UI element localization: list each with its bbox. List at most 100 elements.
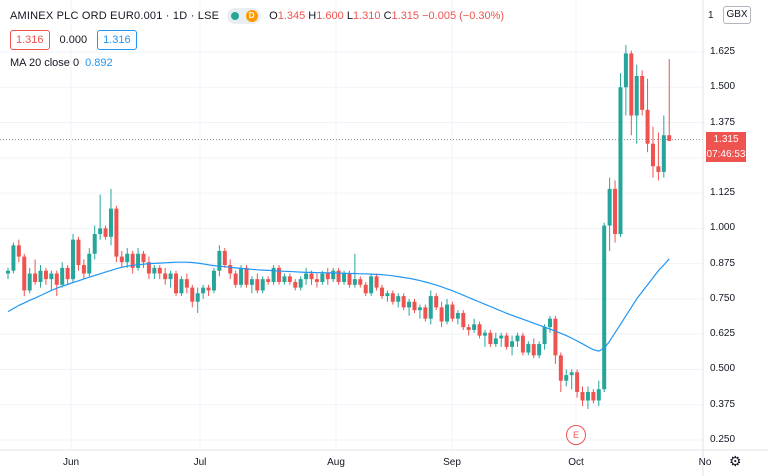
candle-body bbox=[645, 109, 650, 144]
candles-series bbox=[6, 44, 672, 409]
candle-body bbox=[564, 375, 569, 381]
candle-body bbox=[76, 239, 81, 266]
candle-body bbox=[114, 208, 119, 257]
ohlc-o-label: O bbox=[269, 10, 278, 22]
candle-body bbox=[623, 53, 628, 88]
candle-body bbox=[342, 273, 347, 282]
candle-body bbox=[374, 276, 379, 288]
candle-body bbox=[347, 273, 352, 285]
candle-body bbox=[553, 318, 558, 356]
sell-button[interactable]: 1.316 bbox=[10, 30, 50, 50]
y-tick-label: 0.750 bbox=[710, 292, 736, 304]
bid-ask-row: 1.316 0.000 1.316 bbox=[10, 30, 137, 50]
candle-body bbox=[417, 307, 422, 311]
candle-body bbox=[130, 253, 135, 268]
candle-body bbox=[190, 287, 195, 302]
candle-body bbox=[152, 267, 157, 274]
candle-body bbox=[656, 166, 661, 172]
y-tick-label: 0.875 bbox=[710, 257, 736, 269]
candle-body bbox=[520, 335, 525, 353]
candle-body bbox=[515, 335, 520, 342]
candle-body bbox=[211, 270, 216, 291]
candle-body bbox=[217, 250, 222, 271]
candle-body bbox=[369, 276, 374, 294]
candle-body bbox=[482, 332, 487, 336]
candle-body bbox=[222, 250, 227, 266]
buy-button[interactable]: 1.316 bbox=[97, 30, 137, 50]
ma-line bbox=[7, 258, 670, 352]
candle-body bbox=[16, 245, 21, 257]
candle-body bbox=[504, 335, 509, 347]
ohlc-low: 1.310 bbox=[352, 10, 381, 22]
candle-body bbox=[146, 262, 151, 274]
candle-body bbox=[81, 265, 86, 274]
candle-body bbox=[423, 307, 428, 319]
candle-body bbox=[108, 208, 113, 237]
currency-badge[interactable]: GBX bbox=[723, 6, 751, 24]
candle-body bbox=[640, 75, 645, 110]
candle-body bbox=[325, 273, 330, 280]
y-tick-label: 0.250 bbox=[710, 434, 736, 445]
settings-gear-icon[interactable]: ⚙ bbox=[729, 453, 742, 469]
candle-body bbox=[336, 270, 341, 282]
candle-body bbox=[466, 327, 471, 330]
candle-body bbox=[22, 256, 27, 291]
candle-body bbox=[195, 293, 200, 302]
candle-body bbox=[314, 279, 319, 282]
candle-body bbox=[455, 313, 460, 319]
ma-legend[interactable]: MA 20 close 0 0.892 bbox=[10, 57, 113, 69]
ma-value: 0.892 bbox=[85, 57, 113, 69]
candle-body bbox=[358, 279, 363, 285]
candle-body bbox=[71, 239, 76, 280]
ohlc-open: 1.345 bbox=[277, 10, 306, 22]
candle-body bbox=[331, 270, 336, 280]
candle-body bbox=[98, 228, 103, 235]
candle-body bbox=[445, 304, 450, 322]
candle-body bbox=[282, 276, 287, 282]
candle-body bbox=[277, 267, 281, 282]
candle-body bbox=[450, 304, 455, 319]
symbol-title[interactable]: AMINEX PLC ORD EUR0.001 · 1D · LSE bbox=[10, 10, 220, 22]
candle-body bbox=[92, 234, 97, 254]
candle-body bbox=[499, 335, 504, 339]
ohlc-close: 1.315 bbox=[391, 10, 420, 22]
candle-body bbox=[580, 392, 585, 401]
candle-body bbox=[244, 267, 249, 285]
y-tick-label: 1.500 bbox=[710, 81, 736, 93]
candle-body bbox=[239, 267, 244, 285]
candle-body bbox=[33, 273, 38, 282]
candle-body bbox=[607, 188, 612, 226]
candle-body bbox=[60, 267, 65, 285]
candle-body bbox=[613, 188, 618, 235]
candle-body bbox=[650, 143, 655, 167]
ohlc-values: O1.345 H1.600 L1.310 C1.315 −0.005 (−0.3… bbox=[269, 10, 504, 22]
candle-body bbox=[526, 344, 531, 353]
candle-body bbox=[233, 273, 238, 285]
spread-value: 0.000 bbox=[59, 34, 88, 46]
candle-body bbox=[201, 287, 206, 294]
candle-body bbox=[629, 53, 634, 116]
legend-header: AMINEX PLC ORD EUR0.001 · 1D · LSE D O1.… bbox=[10, 8, 504, 24]
earnings-event-marker[interactable]: E bbox=[566, 425, 586, 445]
candle-body bbox=[602, 225, 607, 390]
candle-body bbox=[304, 273, 309, 280]
candle-body bbox=[390, 293, 395, 302]
countdown-label: 07:46:53 bbox=[706, 147, 746, 163]
ohlc-change: −0.005 (−0.30%) bbox=[422, 10, 505, 22]
candle-body bbox=[271, 267, 276, 282]
dividend-badge: D bbox=[245, 10, 258, 22]
candle-body bbox=[396, 296, 401, 302]
x-tick-label: Jun bbox=[62, 457, 80, 468]
candle-body bbox=[6, 270, 10, 274]
last-price-label: 1.315 bbox=[706, 132, 746, 148]
candle-body bbox=[49, 273, 54, 280]
candle-body bbox=[537, 344, 542, 356]
y-tick-label: 1.375 bbox=[710, 116, 736, 128]
candle-body bbox=[661, 135, 666, 172]
candle-body bbox=[125, 253, 130, 263]
candle-body bbox=[103, 228, 108, 237]
ma-label: MA 20 close 0 bbox=[10, 57, 80, 69]
visibility-toggle[interactable]: D bbox=[227, 8, 262, 24]
candle-body bbox=[575, 372, 580, 393]
